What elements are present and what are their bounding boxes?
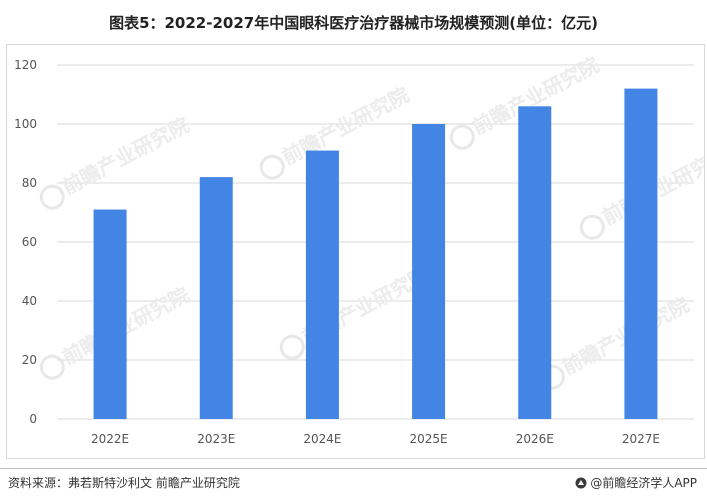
bars bbox=[93, 88, 658, 420]
y-tick-label: 120 bbox=[14, 58, 37, 72]
y-axis-ticks: 0 20 40 60 80 100 120 bbox=[14, 58, 37, 426]
watermark: 前瞻产业研究院 bbox=[279, 262, 433, 360]
brand-label: @前瞻经济学人APP bbox=[590, 476, 697, 490]
svg-text:前瞻产业研究院: 前瞻产业研究院 bbox=[58, 112, 193, 199]
watermark: 前瞻产业研究院 bbox=[39, 112, 193, 210]
watermark-layer: 前瞻产业研究院前瞻产业研究院前瞻产业研究院前瞻产业研究院前瞻产业研究院前瞻产业研… bbox=[39, 52, 704, 390]
x-axis-ticks: 2022E 2023E 2024E 2025E 2026E 2027E bbox=[91, 432, 660, 446]
bar-2025E bbox=[412, 124, 446, 419]
bar-2022E bbox=[93, 209, 127, 419]
x-tick-label: 2026E bbox=[516, 432, 554, 446]
y-tick-label: 100 bbox=[14, 117, 37, 131]
y-tick-label: 20 bbox=[22, 353, 37, 367]
chart-title: 图表5：2022-2027年中国眼科医疗治疗器械市场规模预测(单位：亿元) bbox=[109, 14, 598, 32]
brand-logo-icon bbox=[575, 477, 587, 488]
y-tick-label: 60 bbox=[22, 235, 37, 249]
bar-2026E bbox=[518, 106, 552, 420]
bar-2023E bbox=[199, 177, 233, 419]
svg-text:前瞻产业研究院: 前瞻产业研究院 bbox=[278, 82, 413, 169]
chart-area: 前瞻产业研究院前瞻产业研究院前瞻产业研究院前瞻产业研究院前瞻产业研究院前瞻产业研… bbox=[6, 44, 705, 459]
watermark: 前瞻产业研究院 bbox=[539, 292, 693, 390]
x-tick-label: 2025E bbox=[410, 432, 448, 446]
source-note: 资料来源：弗若斯特沙利文 前瞻产业研究院 bbox=[8, 476, 240, 490]
x-tick-label: 2023E bbox=[197, 432, 235, 446]
x-tick-label: 2022E bbox=[91, 432, 129, 446]
bar-2027E bbox=[624, 88, 658, 419]
bar-chart: 前瞻产业研究院前瞻产业研究院前瞻产业研究院前瞻产业研究院前瞻产业研究院前瞻产业研… bbox=[14, 52, 704, 446]
gridlines bbox=[57, 64, 694, 420]
brand-credit: @前瞻经济学人APP bbox=[575, 474, 697, 491]
x-tick-label: 2027E bbox=[622, 432, 660, 446]
bar-2024E bbox=[305, 150, 339, 420]
x-tick-label: 2024E bbox=[303, 432, 341, 446]
y-tick-label: 40 bbox=[22, 294, 37, 308]
footer-divider bbox=[0, 468, 707, 469]
y-tick-label: 0 bbox=[29, 412, 37, 426]
y-tick-label: 80 bbox=[22, 176, 37, 190]
